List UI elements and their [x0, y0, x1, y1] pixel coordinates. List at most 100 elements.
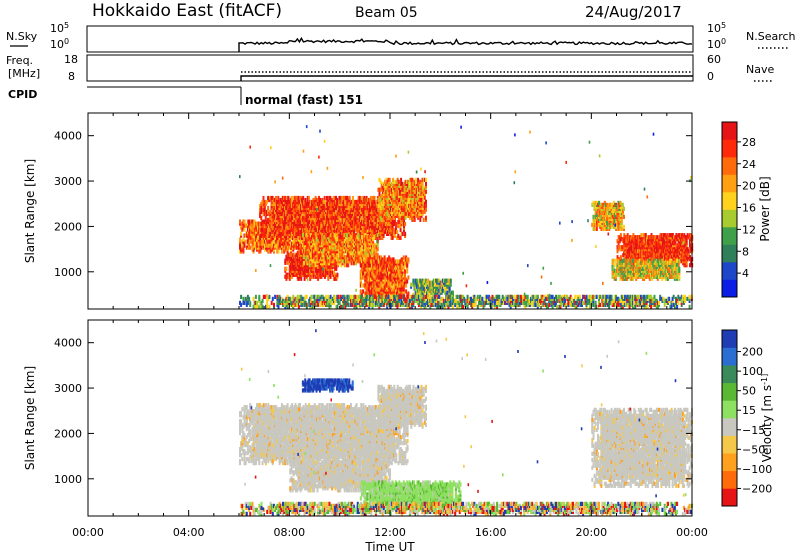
power-echo-cell	[381, 217, 384, 222]
power-echo-cell	[246, 227, 249, 232]
power-echo-cell	[400, 197, 403, 202]
power-echo-cell	[355, 247, 358, 252]
power-echo-cell	[286, 209, 289, 215]
power-echo-cell	[408, 189, 410, 194]
power-echo-cell	[288, 252, 291, 257]
power-echo-cell	[297, 241, 300, 246]
power-echo-cell	[260, 215, 263, 221]
power-echo-cell	[371, 195, 374, 201]
power-echo-cell	[326, 233, 329, 238]
power-echo-cell	[394, 191, 397, 196]
power-echo-cell	[370, 291, 372, 296]
power-echo-cell	[254, 221, 257, 226]
power-echo-cell	[387, 213, 390, 218]
power-echo-cell	[397, 215, 400, 220]
power-echo-cell	[404, 273, 406, 278]
power-echo-cell	[391, 207, 393, 212]
power-echo-cell	[378, 203, 381, 208]
power-echo-cell	[374, 263, 377, 268]
power-echo-cell	[402, 285, 405, 290]
power-echo-cell	[299, 252, 301, 257]
power-echo-cell	[262, 233, 265, 238]
power-echo-cell	[406, 261, 409, 266]
power-echo-cell	[294, 264, 297, 269]
power-echo-cell	[328, 223, 331, 229]
power-echo-cell	[318, 215, 320, 221]
nsky-trace	[238, 36, 693, 52]
power-echo-cell	[383, 215, 386, 220]
power-echo-cell	[350, 255, 353, 260]
power-echo-cell	[403, 211, 406, 216]
power-echo-cell	[374, 291, 377, 296]
power-echo-cell	[402, 215, 405, 220]
power-echo-cell	[352, 243, 355, 248]
power-echo-cell	[379, 197, 382, 202]
power-echo-cell	[390, 291, 393, 296]
power-echo-cell	[365, 273, 368, 278]
power-echo-cell	[375, 255, 378, 260]
power-echo-cell	[401, 257, 404, 262]
power-echo-cell	[260, 227, 263, 233]
power-echo-cell	[404, 269, 406, 274]
power-echo-cell	[312, 205, 315, 211]
power-echo-cell	[314, 255, 317, 260]
power-echo-cell	[312, 219, 315, 225]
power-echo-cell	[359, 199, 362, 205]
power-echo-cell	[372, 279, 375, 284]
power-echo-cell	[340, 199, 343, 205]
power-echo-cell	[393, 229, 396, 234]
power-echo-cell	[319, 272, 322, 277]
power-echo-cell	[342, 259, 345, 264]
power-echo-cell	[302, 195, 305, 201]
power-echo-cell	[344, 199, 347, 205]
power-echo-cell	[315, 197, 318, 203]
power-echo-cell	[259, 211, 262, 217]
power-echo-cell	[398, 183, 401, 188]
power-echo-cell	[264, 233, 267, 238]
power-echo-cell	[393, 217, 396, 223]
power-echo-cell	[380, 277, 383, 282]
power-echo-cell	[384, 183, 387, 188]
power-echo-cell	[272, 197, 275, 203]
power-echo-cell	[277, 205, 280, 211]
power-echo-cell	[263, 219, 266, 225]
power-echo-cell	[324, 213, 327, 219]
power-echo-cell	[303, 249, 305, 254]
power-echo-cell	[241, 239, 244, 244]
power-echo-cell	[391, 235, 394, 240]
power-echo-cell	[383, 287, 386, 292]
power-echo-cell	[358, 251, 361, 256]
power-echo-cell	[333, 239, 336, 244]
power-echo-cell	[337, 241, 339, 246]
power-echo-cell	[392, 187, 395, 192]
power-echo-cell	[365, 231, 368, 236]
power-echo-cell	[383, 261, 386, 266]
power-echo-cell	[240, 231, 243, 236]
power-echo-cell	[313, 205, 316, 211]
power-echo-cell	[373, 221, 376, 227]
power-echo-cell	[347, 229, 350, 234]
power-echo-cell	[312, 270, 315, 275]
power-echo-cell	[328, 264, 331, 269]
power-echo-cell	[362, 289, 365, 294]
power-echo-cell	[281, 217, 284, 223]
power-echo-cell	[301, 256, 304, 261]
power-echo-cell	[311, 272, 314, 277]
power-echo-cell	[395, 179, 398, 184]
power-echo-cell	[372, 249, 375, 254]
power-echo-cell	[248, 241, 251, 246]
power-echo-cell	[391, 187, 393, 192]
power-echo-cell	[269, 221, 272, 226]
power-echo-cell	[382, 259, 385, 264]
power-echo-cell	[286, 195, 289, 201]
power-echo-cell	[328, 270, 331, 275]
power-echo-cell	[371, 223, 374, 229]
power-echo-cell	[276, 235, 279, 240]
power-echo-cell	[302, 199, 305, 205]
power-echo-cell	[354, 199, 357, 205]
power-echo-cell	[323, 261, 326, 266]
power-echo-cell	[371, 275, 374, 280]
power-echo-cell	[253, 219, 256, 224]
power-echo-cell	[384, 227, 387, 233]
